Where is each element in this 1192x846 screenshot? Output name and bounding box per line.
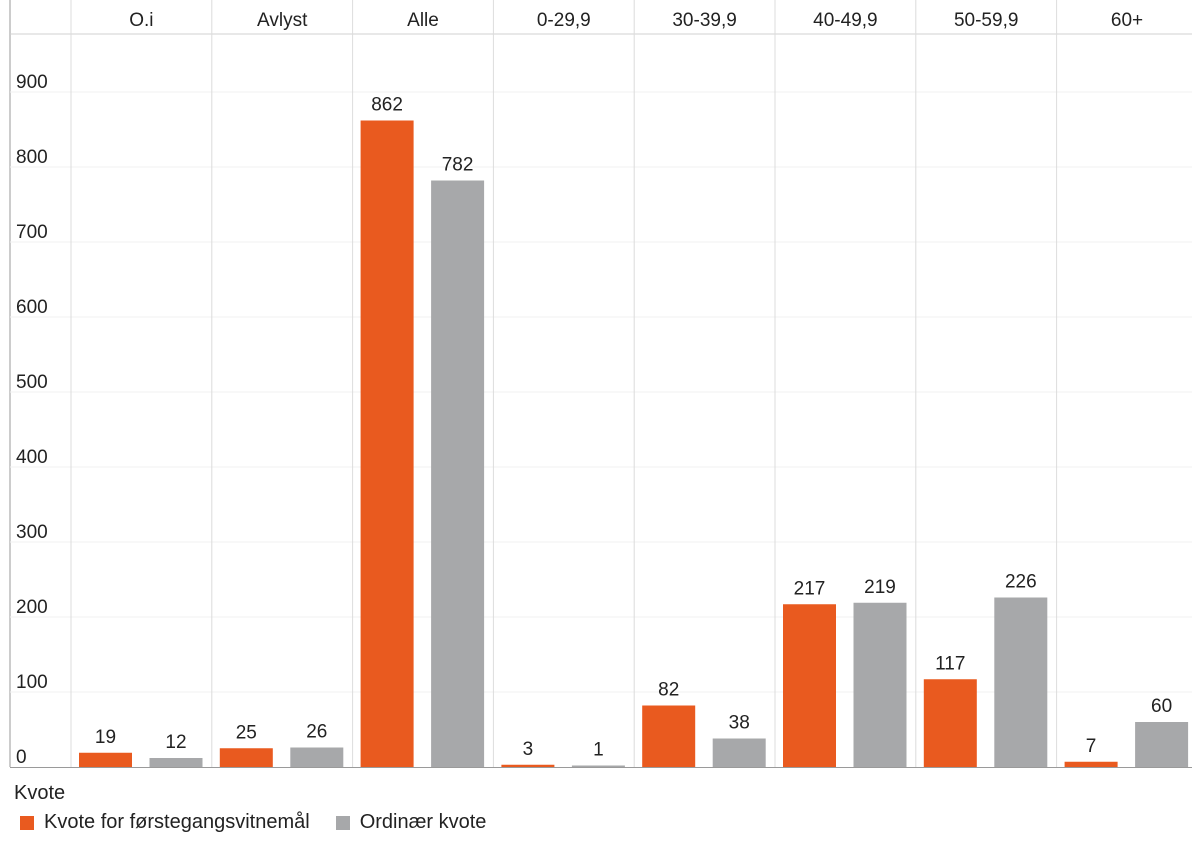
- data-label: 26: [306, 722, 327, 743]
- category-header: O.i: [129, 10, 153, 31]
- legend-swatch-gray: [335, 815, 350, 830]
- bar-forstegang: [360, 120, 414, 767]
- bar-forstegang: [79, 752, 132, 767]
- bar-ordinaer: [290, 747, 344, 767]
- y-tick-label: 0: [16, 747, 27, 768]
- data-label: 226: [1005, 572, 1037, 593]
- bar-forstegang: [923, 679, 977, 767]
- data-label: 25: [236, 722, 257, 743]
- category-header: Avlyst: [257, 10, 308, 31]
- legend-item-ordinaer: Ordinær kvote: [330, 811, 487, 834]
- data-label: 117: [935, 653, 965, 674]
- y-tick-label: 800: [16, 147, 48, 168]
- data-label: 219: [864, 577, 896, 598]
- bar-ordinaer: [994, 597, 1048, 767]
- bar-ordinaer: [1135, 722, 1189, 767]
- data-label: 82: [658, 680, 679, 701]
- bar-chart: 0 100 200 300 400 500 600 700 800 900 O.i Avlyst All…: [9, 0, 1192, 768]
- bar-forstegang: [1064, 761, 1118, 767]
- category-header: 50-59,9: [954, 10, 1018, 31]
- category-header: 30-39,9: [672, 10, 736, 31]
- y-tick-label: 300: [16, 522, 48, 543]
- data-label: 38: [729, 713, 750, 734]
- legend-label-forstegang: Kvote for førstegangsvitnemål: [44, 811, 310, 833]
- bar-ordinaer: [149, 758, 203, 767]
- y-tick-label: 500: [16, 372, 48, 393]
- data-label: 3: [523, 739, 534, 760]
- data-label: 19: [95, 727, 116, 748]
- bar-forstegang: [642, 705, 696, 767]
- y-tick-label: 400: [16, 447, 48, 468]
- legend-swatch-orange: [20, 815, 34, 830]
- data-label: 217: [794, 578, 826, 599]
- legend-label-ordinaer: Ordinær kvote: [359, 811, 487, 833]
- bar-forstegang: [219, 748, 273, 767]
- y-tick-label: 700: [16, 222, 48, 243]
- category-header: Alle: [407, 10, 439, 31]
- legend: Kvote Kvote for førstegangsvitnemål Ordi…: [14, 782, 506, 834]
- category-header: 60+: [1111, 10, 1143, 31]
- data-label: 1: [593, 740, 604, 761]
- y-tick-label: 600: [16, 297, 48, 318]
- bar-ordinaer: [571, 765, 625, 767]
- y-tick-label: 200: [16, 597, 48, 618]
- category-header: 40-49,9: [813, 10, 877, 31]
- data-label: 60: [1151, 696, 1172, 717]
- data-label: 782: [442, 155, 474, 176]
- data-label: 7: [1086, 736, 1097, 757]
- bar-ordinaer: [712, 738, 766, 767]
- legend-item-forstegang: Kvote for førstegangsvitnemål: [14, 811, 310, 834]
- category-header: 0-29,9: [537, 10, 591, 31]
- data-label: 12: [165, 732, 186, 753]
- bar-ordinaer: [431, 180, 485, 767]
- data-label: 862: [371, 95, 403, 116]
- y-tick-label: 100: [16, 672, 48, 693]
- bar-forstegang: [783, 604, 836, 767]
- y-tick-label: 900: [16, 72, 48, 93]
- bar-ordinaer: [853, 602, 907, 767]
- bar-forstegang: [501, 764, 555, 767]
- legend-title: Kvote: [14, 782, 66, 804]
